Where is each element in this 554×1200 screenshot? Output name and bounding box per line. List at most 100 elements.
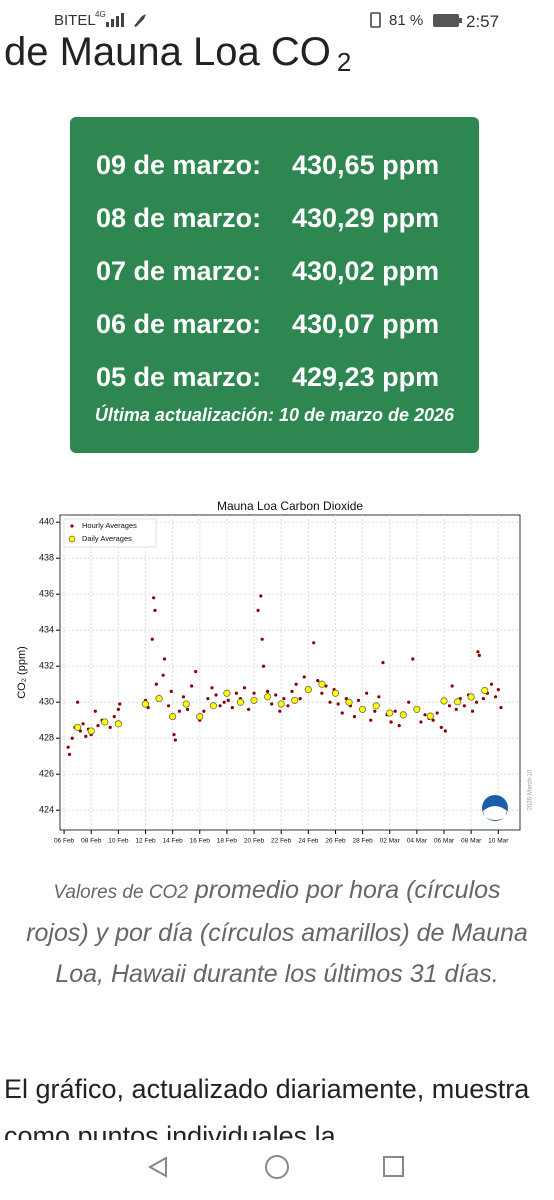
hourly-point <box>352 715 357 719</box>
reading-date: 05 de marzo: <box>96 362 262 392</box>
x-tick-label: 16 Feb <box>190 838 211 845</box>
caption-prefix: Valores de CO2 <box>53 882 188 903</box>
hourly-point <box>67 752 72 756</box>
daily-point <box>196 713 204 721</box>
reading-row: 09 de marzo: 430,65 ppm <box>96 150 439 181</box>
daily-point <box>318 680 326 688</box>
readings-box: 09 de marzo: 430,65 ppm 08 de marzo: 430,29… <box>70 117 479 453</box>
hourly-point <box>365 691 369 695</box>
x-tick-label: 24 Feb <box>298 838 319 845</box>
reading-date: 07 de marzo: <box>96 256 262 286</box>
hourly-point <box>190 684 194 688</box>
chart-title: Mauna Loa Carbon Dioxide <box>217 499 363 513</box>
reading-row: 08 de marzo: 430,29 ppm <box>96 203 439 234</box>
y-tick-label: 440 <box>39 517 54 527</box>
hourly-point <box>259 594 263 598</box>
hourly-point <box>435 711 439 715</box>
clock: 2:57 <box>466 12 500 31</box>
hourly-point <box>381 661 385 665</box>
daily-point <box>386 709 394 717</box>
back-button[interactable] <box>147 1156 167 1178</box>
hourly-point <box>312 641 316 645</box>
hourly-point <box>256 608 260 612</box>
y-tick-label: 430 <box>39 697 54 707</box>
hourly-point <box>81 722 85 726</box>
noaa-logo-wave <box>483 806 507 820</box>
home-button[interactable] <box>265 1155 289 1179</box>
daily-point <box>304 686 312 694</box>
hourly-point <box>298 697 302 701</box>
hourly-point <box>320 691 324 695</box>
daily-point <box>467 693 475 701</box>
reading-value: 430,07 ppm <box>292 309 440 339</box>
legend-swatch <box>68 535 76 543</box>
hourly-point <box>153 608 157 612</box>
hourly-point <box>226 698 230 702</box>
hourly-point <box>194 670 198 674</box>
daily-point <box>250 696 258 704</box>
x-tick-label: 22 Feb <box>271 838 292 845</box>
signal-icons <box>106 13 146 27</box>
daily-point <box>74 723 82 731</box>
legend-label: Daily Averages <box>82 534 132 543</box>
daily-point <box>359 705 367 713</box>
y-tick-label: 436 <box>39 589 54 599</box>
hourly-point <box>282 697 286 701</box>
daily-point <box>155 695 163 703</box>
hourly-point <box>411 657 415 661</box>
recents-button[interactable] <box>383 1156 404 1177</box>
legend-label: Hourly Averages <box>82 521 137 530</box>
hourly-point <box>389 720 393 724</box>
hourly-point <box>152 596 156 600</box>
daily-point <box>236 698 245 706</box>
hourly-point <box>112 715 116 719</box>
daily-point <box>481 686 489 695</box>
hourly-point <box>206 697 210 701</box>
daily-point <box>141 700 150 708</box>
reading-row: 07 de marzo: 430,02 ppm <box>96 256 439 287</box>
chart: Mauna Loa Carbon Dioxide 424 426 428 430 432 4… <box>16 499 534 845</box>
hourly-point <box>185 707 190 711</box>
hourly-point <box>230 706 234 710</box>
reading-date: 08 de marzo: <box>96 203 262 233</box>
reading-value: 429,23 ppm <box>292 362 440 392</box>
hourly-point <box>393 709 397 713</box>
x-tick-label: 06 Mar <box>434 838 455 845</box>
daily-point <box>277 700 285 708</box>
hourly-point <box>290 689 294 693</box>
daily-point <box>331 689 340 697</box>
last-updated: Última actualización: 10 de marzo de 202… <box>94 405 455 425</box>
x-tick-label: 12 Feb <box>135 838 156 845</box>
caption-text: promedio por hora (círculos rojos) y por… <box>26 876 528 988</box>
hourly-point <box>493 695 498 699</box>
x-tick-label: 04 Mar <box>407 838 428 845</box>
daily-point <box>372 702 380 710</box>
x-tick-label: 14 Feb <box>163 838 184 845</box>
hourly-point <box>454 707 458 711</box>
network: 4G <box>95 10 106 19</box>
hourly-point <box>477 653 481 657</box>
hourly-point <box>261 664 266 668</box>
hourly-point <box>169 689 173 693</box>
daily-point <box>454 698 462 706</box>
reading-row: 06 de marzo: 430,07 ppm <box>96 309 439 340</box>
plot-frame <box>59 514 521 831</box>
reading-row: 05 de marzo: 429,23 ppm <box>96 362 439 393</box>
hourly-point <box>336 702 340 706</box>
x-tick-label: 10 Mar <box>488 838 509 845</box>
y-tick-label: 434 <box>39 625 54 635</box>
hourly-point <box>76 700 80 704</box>
x-tick-label: 18 Feb <box>217 838 238 845</box>
daily-point <box>101 718 109 726</box>
battery-percent: 81 % <box>389 12 424 29</box>
daily-point <box>399 711 407 719</box>
hourly-point <box>173 738 177 742</box>
hourly-point <box>118 702 122 706</box>
daily-point <box>440 697 448 705</box>
hourly-point <box>489 682 494 686</box>
hourly-point <box>328 700 332 704</box>
page-title: de Mauna Loa CO 2 <box>4 30 351 78</box>
hourly-point <box>397 724 401 728</box>
daily-point <box>345 698 353 706</box>
hourly-point <box>470 709 475 713</box>
